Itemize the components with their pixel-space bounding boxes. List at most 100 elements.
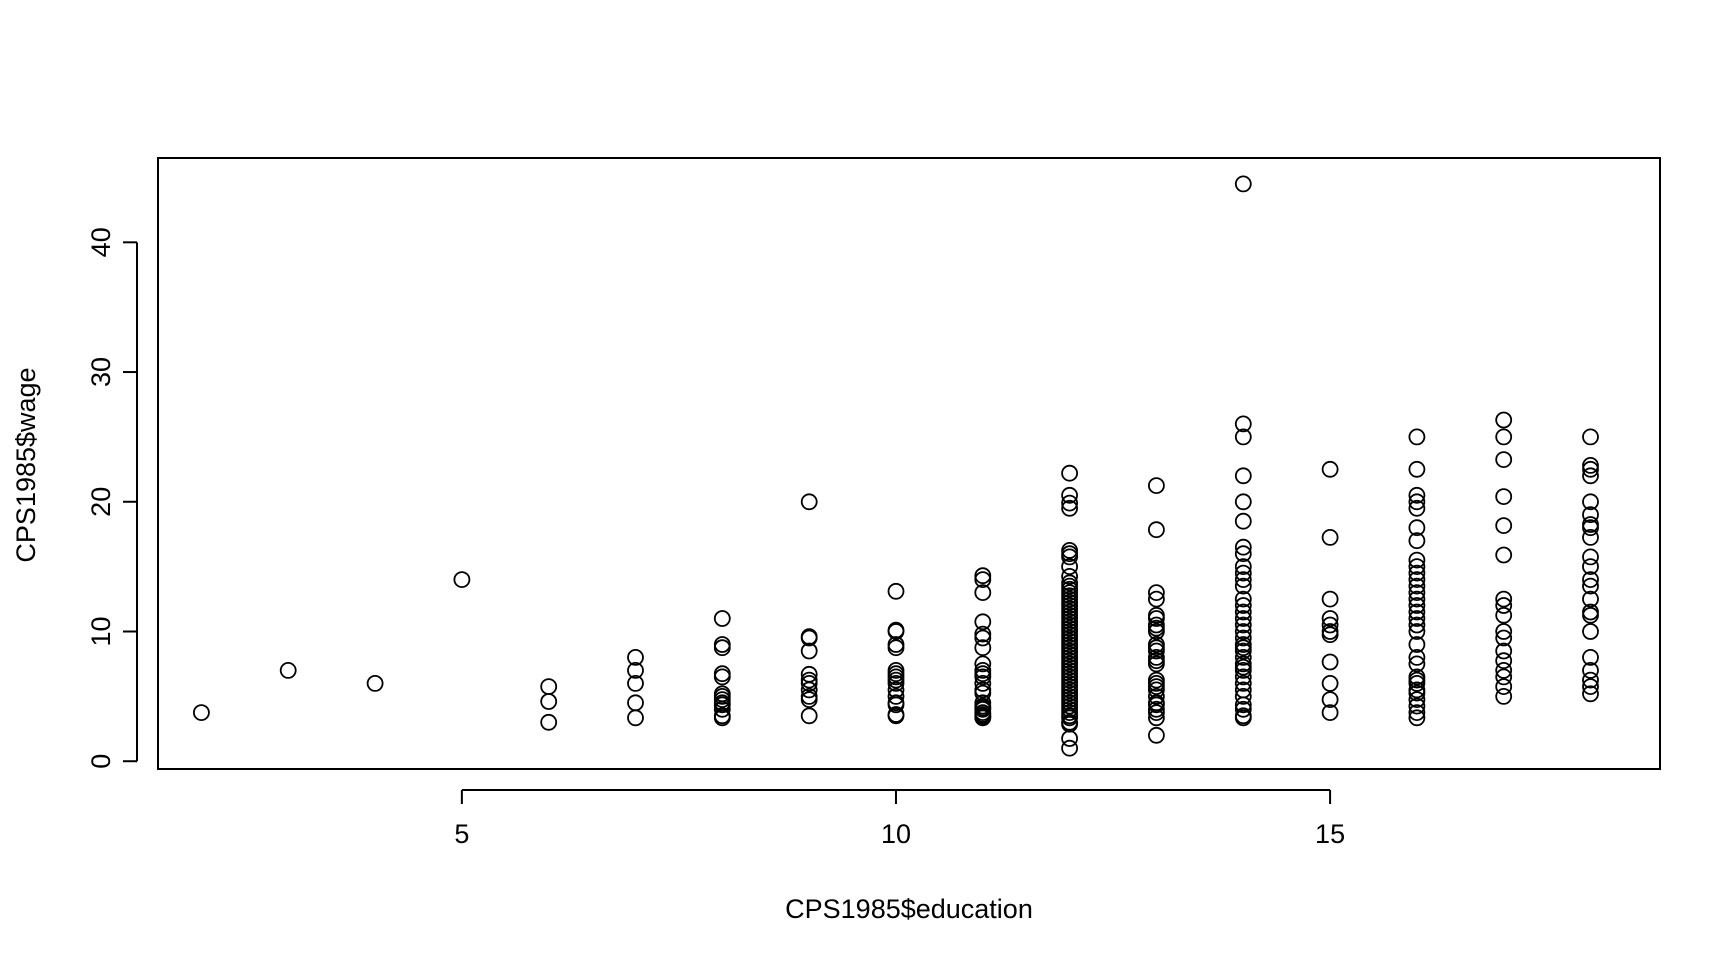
data-point	[974, 571, 992, 588]
data-point	[1321, 529, 1339, 546]
data-point	[887, 694, 905, 712]
y-axis: 0 10 20 30 40	[86, 227, 138, 769]
data-point	[887, 582, 905, 600]
data-point	[1321, 623, 1339, 640]
data-point	[1408, 649, 1426, 666]
data-point	[1495, 652, 1513, 670]
data-point	[800, 671, 818, 689]
data-point	[1408, 704, 1426, 721]
data-point	[1582, 571, 1599, 588]
data-point	[974, 675, 992, 692]
data-point	[1495, 688, 1513, 705]
data-point	[279, 662, 297, 679]
data-point	[1582, 506, 1599, 524]
data-point	[800, 493, 818, 511]
data-point	[1408, 636, 1426, 653]
data-point	[887, 681, 905, 699]
data-point	[1408, 577, 1426, 595]
data-point	[1234, 590, 1252, 608]
data-point	[887, 621, 905, 639]
data-point	[1408, 558, 1426, 575]
data-point	[1495, 517, 1513, 534]
data-point	[713, 610, 731, 627]
data-point	[1582, 623, 1599, 640]
data-point	[1061, 542, 1078, 559]
data-point	[1234, 428, 1252, 446]
data-point	[713, 707, 731, 725]
data-point	[192, 704, 210, 721]
data-point	[1495, 623, 1513, 640]
data-point	[1495, 597, 1513, 614]
data-point	[1061, 713, 1078, 731]
data-point	[453, 571, 471, 588]
data-point	[1234, 623, 1252, 640]
data-point	[1061, 494, 1078, 512]
data-point	[1148, 606, 1165, 624]
data-point	[1061, 568, 1078, 585]
data-point	[1408, 697, 1426, 715]
data-point	[974, 662, 992, 679]
data-point	[1495, 662, 1513, 679]
data-point	[1234, 603, 1252, 621]
data-point	[1061, 558, 1078, 575]
y-tick-label: 20	[86, 487, 116, 517]
x-tick-label: 15	[1315, 819, 1345, 849]
data-point	[974, 567, 992, 585]
y-tick-label: 30	[86, 357, 116, 387]
data-point	[1582, 590, 1599, 608]
data-point	[1582, 529, 1599, 546]
data-point	[1234, 616, 1252, 634]
x-axis: 5 10 15	[454, 789, 1345, 849]
y-tick-label: 40	[86, 227, 116, 257]
data-point	[974, 655, 992, 673]
data-point	[1148, 649, 1165, 666]
data-point	[1582, 493, 1599, 511]
data-points	[192, 175, 1599, 757]
data-point	[1408, 519, 1426, 537]
data-point	[1234, 629, 1252, 647]
data-point	[974, 584, 992, 601]
data-point	[1582, 662, 1599, 679]
data-point	[1061, 486, 1078, 504]
data-point	[1148, 636, 1165, 653]
data-point	[1408, 709, 1426, 727]
data-point	[1408, 428, 1426, 446]
data-point	[887, 706, 905, 723]
data-point	[1408, 460, 1426, 478]
data-point	[1495, 546, 1513, 564]
data-point	[1234, 707, 1252, 725]
data-point	[1495, 629, 1513, 647]
data-point	[1408, 590, 1426, 608]
plot-frame	[157, 157, 1661, 770]
data-point	[1582, 516, 1599, 533]
data-point	[1495, 668, 1513, 686]
data-point	[627, 662, 644, 679]
data-point	[1582, 603, 1599, 621]
data-point	[1061, 499, 1078, 517]
x-axis-label: CPS1985$education	[785, 894, 1033, 924]
data-point	[1148, 616, 1165, 634]
data-point	[1582, 649, 1599, 666]
data-point	[1148, 700, 1165, 718]
x-tick-label: 5	[454, 819, 469, 849]
data-point	[1408, 691, 1426, 708]
data-point	[800, 688, 818, 705]
data-point	[1148, 694, 1165, 712]
data-point	[1234, 558, 1252, 575]
data-point	[974, 625, 992, 643]
data-point	[1582, 685, 1599, 703]
data-point	[1408, 610, 1426, 627]
data-point	[1061, 739, 1078, 757]
data-point	[1408, 616, 1426, 634]
data-point	[1148, 688, 1165, 705]
data-point	[1234, 564, 1252, 582]
data-point	[713, 665, 731, 683]
data-point	[1495, 428, 1513, 446]
data-point	[1234, 597, 1252, 614]
y-tick-label: 0	[86, 754, 116, 769]
data-point	[540, 678, 558, 695]
data-point	[1148, 590, 1165, 608]
data-point	[1408, 571, 1426, 588]
